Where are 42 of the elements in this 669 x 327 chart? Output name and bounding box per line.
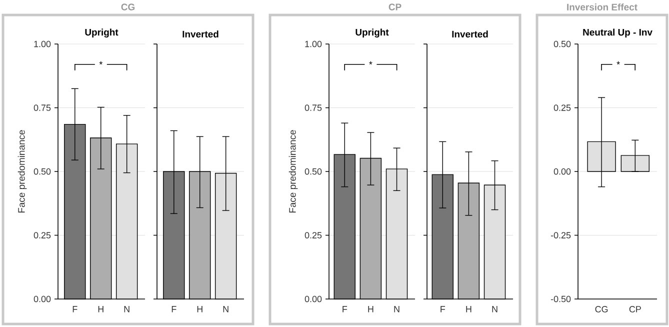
chart-title: Inverted — [452, 30, 488, 38]
x-tick-label: H — [368, 306, 374, 312]
x-tick-label: N — [394, 306, 400, 312]
text: Inversion Effect — [567, 4, 638, 10]
y-tick-label: -0.50 — [550, 296, 571, 302]
x-tick-label: N — [492, 306, 498, 312]
y-tick-label: 1.00 — [305, 40, 322, 48]
y-tick-label: 0.25 — [304, 232, 322, 238]
text: CP — [388, 4, 402, 10]
x-tick-label: F — [440, 306, 446, 312]
x-tick-label: CG — [595, 306, 608, 312]
annotation: * — [369, 61, 372, 64]
y-tick-label: 0.50 — [554, 40, 571, 48]
x-tick-label: H — [98, 306, 104, 312]
y-tick-label: 0.00 — [554, 168, 571, 175]
y-axis-title: Face predominance — [288, 130, 298, 213]
x-tick-label: H — [197, 306, 202, 312]
y-axis-title: Face predominance — [18, 130, 27, 213]
y-tick-label: 0.00 — [34, 296, 51, 302]
y-tick-label: -0.25 — [550, 232, 571, 238]
y-tick-label: 0.75 — [304, 104, 322, 111]
chart-title: Upright — [356, 28, 389, 38]
chart-title: Inverted — [182, 30, 218, 38]
annotation: * — [616, 61, 620, 64]
x-tick-label: H — [466, 306, 472, 312]
y-tick-label: 0.25 — [554, 104, 571, 111]
y-tick-label: 0.50 — [304, 168, 322, 175]
x-tick-label: CP — [629, 306, 641, 312]
x-tick-label: F — [172, 306, 176, 312]
x-tick-label: F — [72, 306, 78, 312]
x-tick-label: N — [124, 306, 130, 312]
y-tick-label: 0.50 — [34, 168, 51, 175]
y-tick-label: 0.25 — [34, 232, 51, 238]
y-tick-label: 0.75 — [34, 104, 51, 111]
y-tick-label: 0.00 — [304, 296, 322, 302]
x-tick-label: N — [223, 306, 228, 312]
y-tick-label: 1.00 — [34, 40, 51, 48]
annotation: * — [99, 61, 103, 64]
chart-title: Upright — [85, 28, 118, 38]
text: CG — [121, 4, 135, 10]
chart-title: Neutral Up - Inv — [583, 28, 652, 38]
x-tick-label: F — [342, 306, 348, 312]
